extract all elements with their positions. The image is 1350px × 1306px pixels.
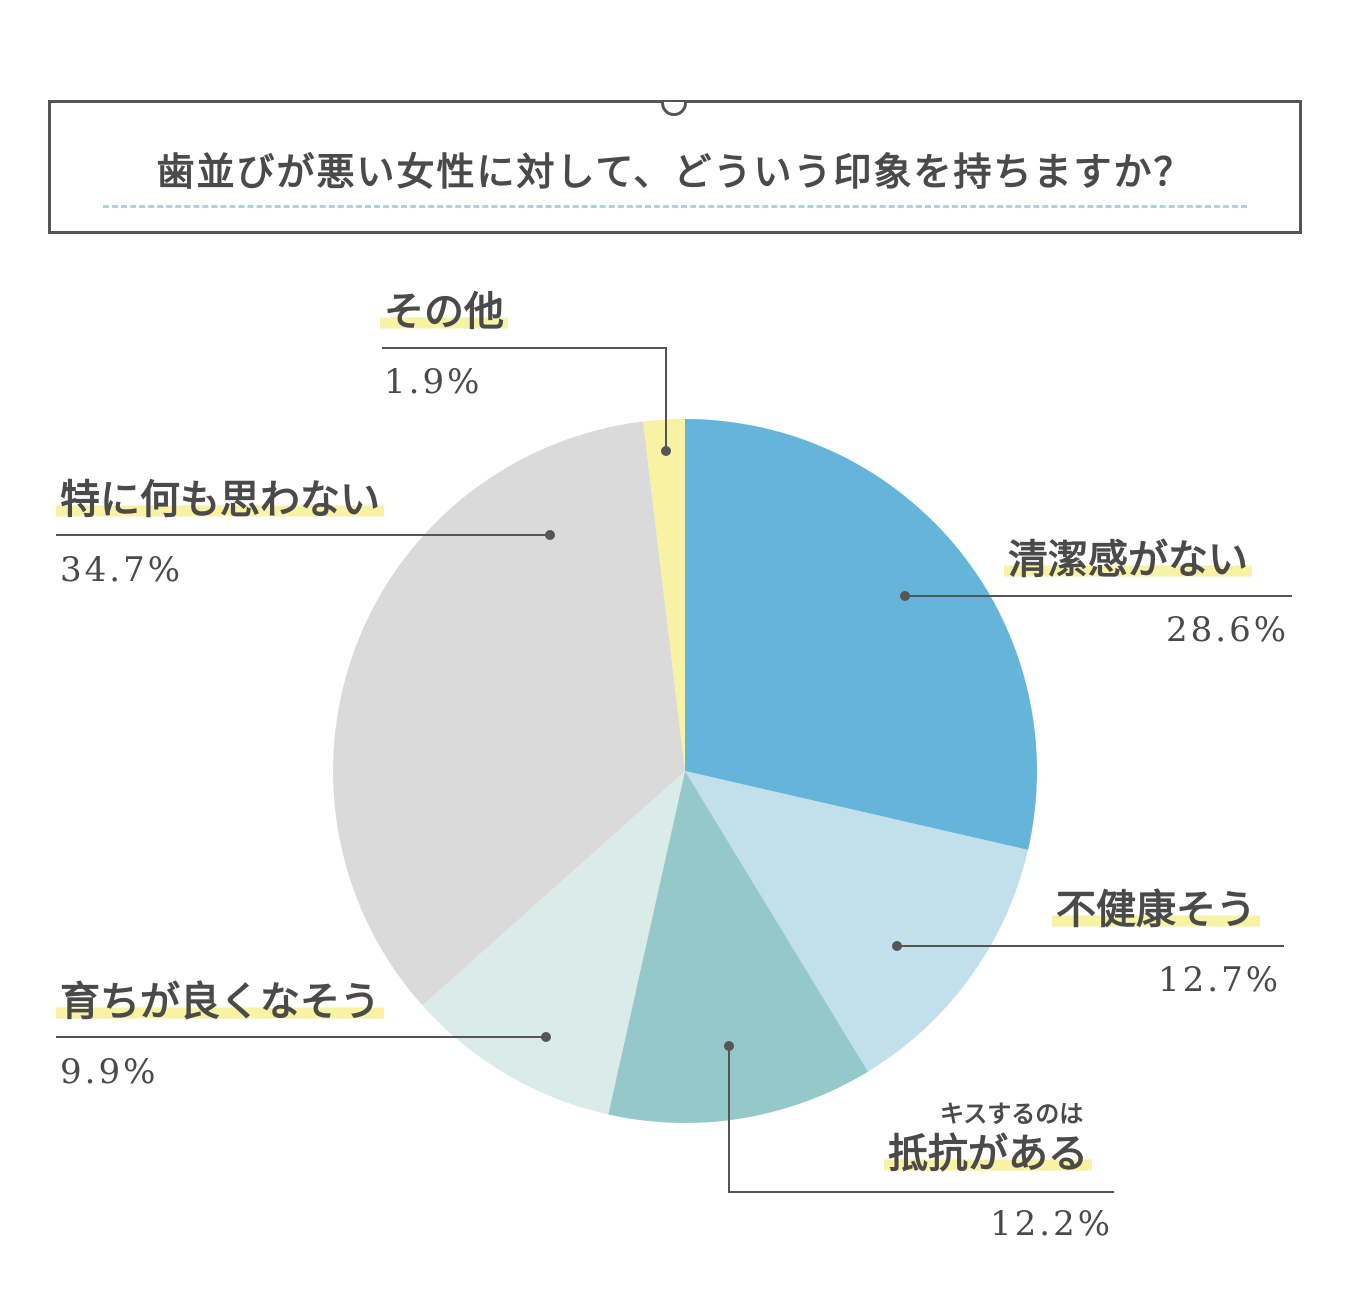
label-unclean: 清潔感がない	[1004, 537, 1252, 583]
leader-unhealthy-dot	[892, 941, 902, 951]
slice-nothing	[332, 421, 685, 1006]
leader-unclean-dot	[900, 591, 910, 601]
pct-nothing: 34.7%	[60, 550, 184, 590]
label-nothing: 特に何も思わない	[56, 477, 384, 523]
leader-upbringing-dot	[541, 1032, 551, 1042]
label-upbringing: 育ちが良くなそう	[56, 979, 384, 1025]
label-other: その他	[380, 289, 508, 335]
pct-resistance: 12.2%	[990, 1204, 1114, 1244]
slice-resistance	[608, 771, 868, 1123]
pct-unclean: 28.6%	[1166, 610, 1290, 650]
label-unhealthy: 不健康そう	[1052, 887, 1260, 933]
leader-other	[382, 347, 667, 451]
leader-resistance-dot	[724, 1041, 734, 1051]
slice-unclean	[685, 419, 1037, 850]
slice-other	[643, 419, 685, 771]
leader-other-dot	[661, 446, 671, 456]
pct-unhealthy: 12.7%	[1158, 960, 1282, 1000]
pct-other: 1.9%	[384, 362, 483, 402]
title-box: 歯並びが悪い女性に対して、どういう印象を持ちますか？	[48, 100, 1302, 234]
slice-upbringing	[422, 771, 685, 1115]
leader-resistance	[728, 1046, 1114, 1193]
title-underline	[103, 205, 1247, 208]
slice-unhealthy	[685, 771, 1029, 1072]
title-notch	[661, 102, 687, 116]
leader-nothing-dot	[545, 530, 555, 540]
sublabel-kiss: キスするのは	[940, 1100, 1084, 1128]
label-resistance: 抵抗がある	[884, 1131, 1092, 1177]
chart-title: 歯並びが悪い女性に対して、どういう印象を持ちますか？	[156, 150, 1194, 194]
pct-upbringing: 9.9%	[60, 1052, 159, 1092]
